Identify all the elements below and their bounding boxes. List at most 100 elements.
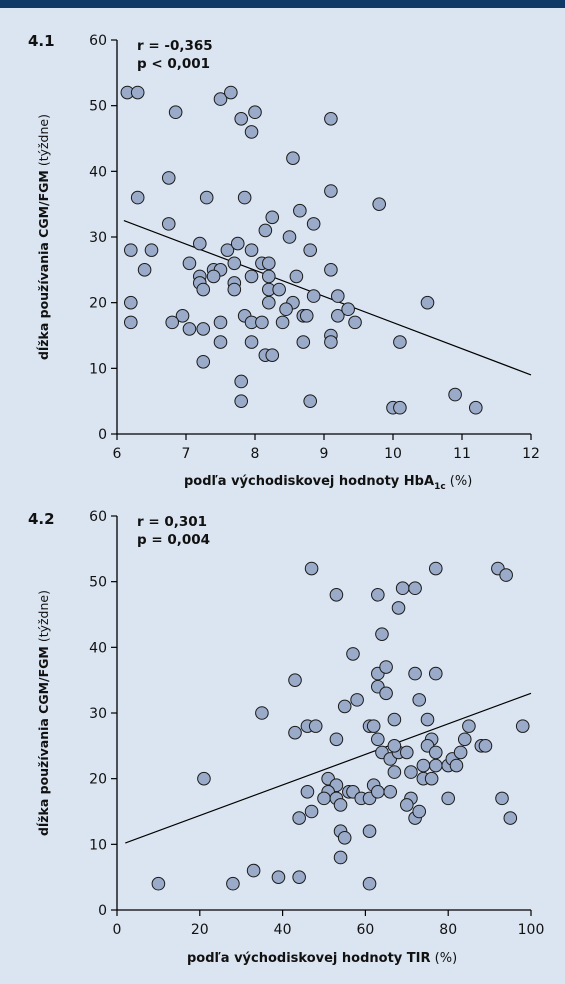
data-point xyxy=(372,197,387,211)
data-point xyxy=(262,269,276,284)
data-point xyxy=(379,660,393,674)
data-point xyxy=(272,282,286,297)
stat-p: p = 0,004 xyxy=(137,532,210,548)
header-bar xyxy=(0,0,565,8)
data-point xyxy=(331,309,345,323)
data-point xyxy=(220,243,235,257)
data-point xyxy=(371,588,385,602)
data-point xyxy=(346,647,360,661)
data-point xyxy=(408,581,422,596)
data-point xyxy=(130,190,145,205)
data-point xyxy=(182,322,197,336)
x-axis-label: podľa východiskovej hodnoty TIR (%) xyxy=(187,951,457,966)
data-point xyxy=(350,693,364,707)
data-point xyxy=(453,745,468,760)
data-point xyxy=(362,824,377,839)
data-point xyxy=(255,315,269,330)
stat-r: r = -0,365 xyxy=(137,38,213,54)
data-point xyxy=(348,315,362,330)
y-axis-label: dĺžka používania CGM/FGM (týždne) xyxy=(36,590,51,836)
data-point xyxy=(265,348,280,363)
data-point xyxy=(308,719,323,733)
data-point xyxy=(428,745,443,760)
stat-p: p < 0,001 xyxy=(137,56,210,72)
data-point xyxy=(387,765,402,779)
data-point xyxy=(255,706,269,720)
data-point xyxy=(304,561,319,576)
data-point xyxy=(151,876,166,891)
data-point xyxy=(303,394,318,408)
x-tick-label: 8 xyxy=(251,446,260,462)
data-point xyxy=(213,315,228,330)
y-tick-label: 30 xyxy=(89,706,107,722)
data-point xyxy=(237,190,252,205)
data-point xyxy=(441,791,456,806)
data-point xyxy=(366,719,381,733)
data-point xyxy=(161,217,176,231)
data-point xyxy=(226,876,240,891)
y-tick-label: 10 xyxy=(89,361,107,377)
data-point xyxy=(503,811,518,825)
panel-label: 4.2 xyxy=(28,510,55,528)
data-point xyxy=(124,243,138,257)
data-point xyxy=(137,263,152,277)
data-point xyxy=(393,335,407,349)
data-point xyxy=(286,151,300,165)
data-point xyxy=(196,282,211,297)
data-point xyxy=(495,791,509,806)
data-point xyxy=(299,309,314,323)
data-point xyxy=(124,295,138,310)
data-point xyxy=(292,811,306,825)
data-point xyxy=(124,315,138,330)
data-point xyxy=(412,693,427,707)
x-tick-label: 20 xyxy=(191,922,209,938)
y-tick-label: 0 xyxy=(98,427,107,443)
panel-4-1: 4.1 r = -0,365 p < 0,001 podľa východisk… xyxy=(28,32,540,492)
panel-4-2: 4.2 r = 0,301 p = 0,004 podľa východisko… xyxy=(28,509,544,966)
data-point xyxy=(244,269,259,284)
data-point xyxy=(275,315,290,330)
data-point xyxy=(271,870,286,884)
y-tick-label: 20 xyxy=(89,296,107,312)
data-point xyxy=(448,387,462,402)
data-point xyxy=(293,203,307,218)
data-point xyxy=(265,210,280,225)
data-point xyxy=(329,588,344,602)
data-point xyxy=(144,243,159,257)
data-point xyxy=(224,85,238,100)
data-point xyxy=(258,223,273,238)
data-point xyxy=(130,85,145,100)
data-point xyxy=(462,719,476,733)
y-tick-label: 60 xyxy=(89,509,107,525)
x-tick-label: 7 xyxy=(182,446,191,462)
x-tick-label: 6 xyxy=(113,446,122,462)
x-tick-label: 0 xyxy=(113,922,122,938)
data-point xyxy=(244,125,259,139)
data-point xyxy=(199,190,214,205)
data-point xyxy=(333,850,348,865)
data-point xyxy=(234,112,248,126)
data-point xyxy=(213,335,228,349)
data-point xyxy=(288,725,302,740)
data-point xyxy=(324,112,338,126)
y-tick-label: 50 xyxy=(89,575,107,591)
data-point xyxy=(387,739,402,753)
data-point xyxy=(404,765,418,779)
data-point xyxy=(428,561,443,576)
data-point xyxy=(227,256,242,271)
stat-r: r = 0,301 xyxy=(137,514,207,530)
data-point xyxy=(408,666,422,681)
trend-line xyxy=(125,692,532,844)
data-point xyxy=(383,785,398,799)
data-point xyxy=(230,236,245,251)
data-point xyxy=(289,269,304,284)
data-point xyxy=(362,876,377,891)
data-point xyxy=(279,302,293,317)
data-point xyxy=(213,92,228,106)
data-point xyxy=(165,315,179,330)
data-point xyxy=(324,184,338,198)
data-point xyxy=(324,263,338,277)
data-point xyxy=(375,627,389,642)
data-point xyxy=(262,256,276,271)
